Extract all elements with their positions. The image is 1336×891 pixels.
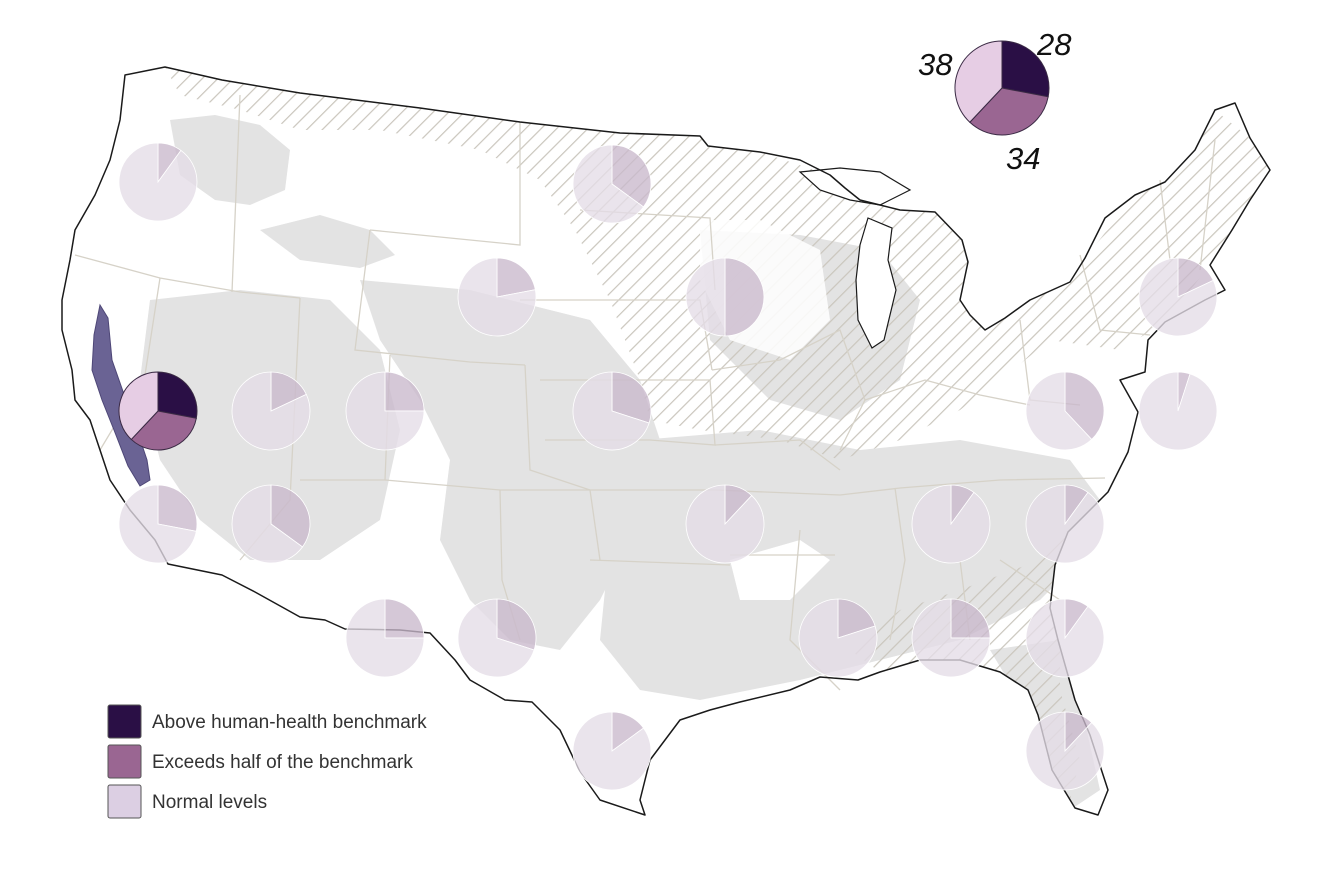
pie-basin-and-range-utah xyxy=(345,371,425,451)
highlight-pie-slice-half xyxy=(969,87,1049,136)
pie-high-plains-central-slice-normal xyxy=(572,371,650,451)
pie-coastal-plain-georgia-slice-normal xyxy=(1025,598,1105,678)
pie-ozark-plateaus-slice-normal xyxy=(685,484,765,564)
highlight-key: 28 34 38 xyxy=(918,27,1072,176)
pie-california-central-valley-slice-normal xyxy=(118,371,159,441)
highlight-label-above: 28 xyxy=(1036,27,1072,62)
pie-basin-and-range-utah-slice-normal xyxy=(345,371,425,451)
pie-new-england-northeast-slice-normal xyxy=(1138,257,1218,337)
pie-southern-california-coastal xyxy=(118,484,198,564)
highlight-pie-slice-above xyxy=(1001,40,1050,98)
pie-basin-and-range-nevada-slice-half xyxy=(270,371,307,412)
pie-california-central-valley xyxy=(118,371,198,451)
legend-label-half: Exceeds half of the benchmark xyxy=(152,752,413,773)
pie-valley-and-ridge-tennessee xyxy=(911,484,991,564)
pie-high-plains-central-slice-half xyxy=(611,371,652,424)
pie-glacial-aquifer-midwest xyxy=(685,257,765,337)
pie-basin-and-range-utah-slice-half xyxy=(384,371,425,412)
pie-gulf-coast-texas-slice-normal xyxy=(572,711,652,791)
pie-basin-and-range-nevada-slice-normal xyxy=(231,371,311,451)
pie-california-central-valley-slice-above xyxy=(157,371,198,419)
highlight-pie xyxy=(954,40,1050,136)
pie-piedmont-blue-ridge-north xyxy=(1025,371,1105,451)
pie-basin-and-range-nevada xyxy=(231,371,311,451)
aquifer-columbia xyxy=(170,115,290,205)
pie-high-plains-south-slice-half xyxy=(496,598,537,651)
legend: Above human-health benchmark Exceeds hal… xyxy=(107,704,427,819)
pie-coastal-plain-southeast-slice-normal xyxy=(911,598,991,678)
pie-mississippi-embayment xyxy=(798,598,878,678)
pie-floridan-aquifer xyxy=(1025,711,1105,791)
pie-arizona-alluvial-basins-slice-normal xyxy=(231,484,304,564)
pie-columbia-plateau xyxy=(118,142,198,222)
legend-label-normal: Normal levels xyxy=(152,792,267,813)
pie-coastal-plain-southeast-slice-half xyxy=(950,598,991,639)
pie-california-central-valley-slice-half xyxy=(130,410,197,451)
pie-high-plains-north xyxy=(457,257,537,337)
pie-high-plains-north-slice-normal xyxy=(457,257,537,337)
pie-mississippi-embayment-slice-normal xyxy=(798,598,878,678)
pie-piedmont-carolinas-slice-normal xyxy=(1025,484,1105,564)
pie-arizona-alluvial-basins xyxy=(231,484,311,564)
pie-floridan-aquifer-slice-normal xyxy=(1025,711,1105,791)
highlight-pie-slice-normal xyxy=(954,40,1003,123)
pie-columbia-plateau-slice-normal xyxy=(118,142,198,222)
pie-coastal-plain-new-jersey-slice-normal xyxy=(1138,371,1218,451)
pie-piedmont-carolinas xyxy=(1025,484,1105,564)
highlight-label-half: 34 xyxy=(1006,141,1040,176)
pie-coastal-plain-southeast xyxy=(911,598,991,678)
legend-label-above: Above human-health benchmark xyxy=(152,712,427,733)
pie-chart-layer xyxy=(118,142,1218,791)
pie-new-england-northeast xyxy=(1138,257,1218,337)
pie-arizona-alluvial-basins-slice-half xyxy=(270,484,311,548)
pie-southern-california-coastal-slice-half xyxy=(157,484,198,532)
pie-piedmont-blue-ridge-north-slice-normal xyxy=(1025,371,1093,451)
pie-high-plains-south xyxy=(457,598,537,678)
pie-southern-california-coastal-slice-normal xyxy=(118,484,197,564)
aquifer-snake-river xyxy=(260,215,395,268)
pie-northern-plains-north-dakota xyxy=(572,144,652,224)
lake-michigan xyxy=(855,217,897,349)
pie-rio-grande-basins-slice-half xyxy=(384,598,425,639)
pie-mississippi-embayment-slice-half xyxy=(837,598,876,639)
highlight-label-normal: 38 xyxy=(918,47,953,82)
pie-rio-grande-basins xyxy=(345,598,425,678)
pie-glacial-aquifer-midwest-slice-half xyxy=(724,257,765,337)
aquifer-high-plains xyxy=(360,280,660,650)
pie-valley-and-ridge-tennessee-slice-normal xyxy=(911,484,991,564)
pie-high-plains-central xyxy=(572,371,652,451)
pie-high-plains-north-slice-half xyxy=(496,257,536,298)
pie-northern-plains-north-dakota-slice-half xyxy=(611,144,652,208)
pie-high-plains-south-slice-normal xyxy=(457,598,535,678)
pie-coastal-plain-new-jersey xyxy=(1138,371,1218,451)
legend-swatch-normal xyxy=(107,784,142,819)
pie-northern-plains-north-dakota-slice-normal xyxy=(572,144,645,224)
lake-superior xyxy=(798,167,912,206)
pie-glacial-aquifer-midwest-slice-normal xyxy=(685,257,726,337)
pie-coastal-plain-georgia xyxy=(1025,598,1105,678)
pie-ozark-plateaus xyxy=(685,484,765,564)
legend-swatch-above xyxy=(107,704,142,739)
legend-swatch-half xyxy=(107,744,142,779)
pie-rio-grande-basins-slice-normal xyxy=(345,598,425,678)
pie-gulf-coast-texas xyxy=(572,711,652,791)
pie-new-england-northeast-slice-half xyxy=(1177,257,1214,298)
pie-piedmont-blue-ridge-north-slice-half xyxy=(1064,371,1105,440)
